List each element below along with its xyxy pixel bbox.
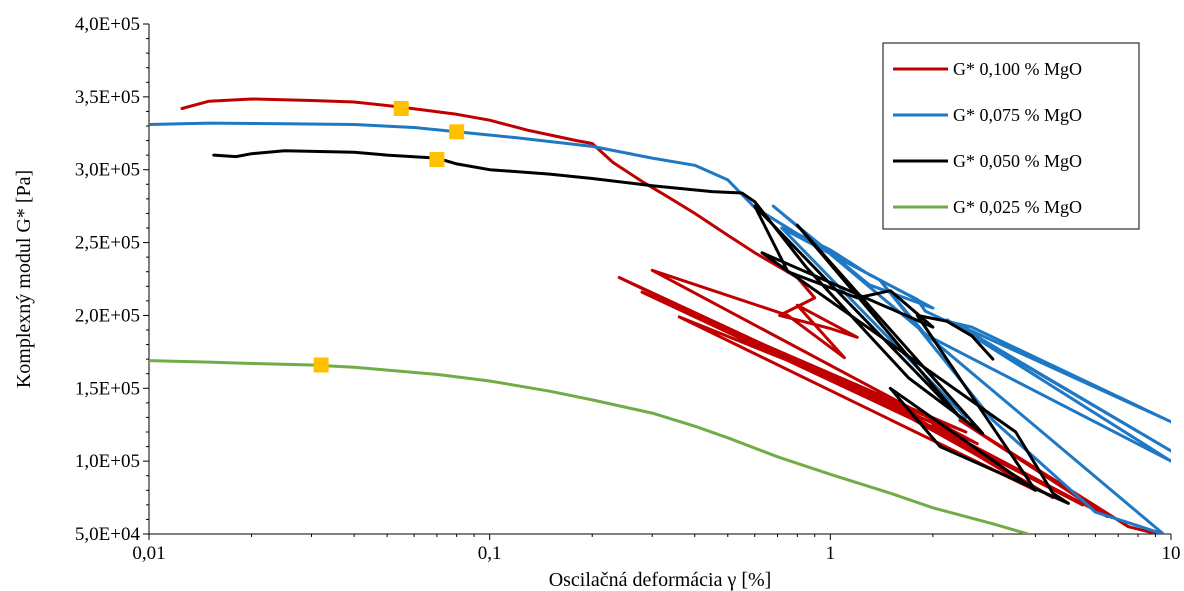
legend-label: G* 0,025 % MgO [953,197,1082,217]
y-axis-title: Komplexný modul G* [Pa] [13,170,35,388]
marker-square [313,357,329,373]
x-tick-label: 0,01 [132,543,165,564]
series-line-2 [149,121,1171,534]
legend-label: G* 0,050 % MgO [953,151,1082,171]
x-axis-title: Oscilačná deformácia γ [%] [549,569,772,591]
tick-labels: 5,0E+04 1,0E+05 1,5E+05 2,0E+05 2,5E+05 3,0E+… [75,14,1181,564]
x-tick-label: 1 [826,543,836,564]
y-tick-label: 2,0E+05 [75,305,140,326]
y-tick-label: 5,0E+04 [75,524,141,545]
series-line-3 [212,149,1070,505]
axes [143,23,1172,540]
legend-label: G* 0,100 % MgO [953,59,1082,79]
y-tick-label: 3,0E+05 [75,160,140,181]
legend-label: G* 0,075 % MgO [953,105,1082,125]
series-line-4 [149,359,1030,534]
y-tick-label: 2,5E+05 [75,233,140,254]
marker-square [449,124,465,140]
marker-square [429,152,445,168]
x-tick-label: 0,1 [478,543,502,564]
legend-items: G* 0,100 % MgO G* 0,075 % MgO G* 0,050 % M… [893,59,1082,217]
legend-box [882,42,1140,230]
legend: G* 0,100 % MgO G* 0,075 % MgO G* 0,050 % M… [882,42,1140,230]
y-tick-label: 1,0E+05 [75,451,140,472]
series-layer [149,97,1171,534]
y-tick-label: 4,0E+05 [75,14,140,35]
y-tick-label: 3,5E+05 [75,87,140,108]
x-tick-label: 10 [1162,543,1181,564]
marker-square [393,101,409,117]
marker-layer [313,101,465,373]
y-tick-label: 1,5E+05 [75,378,140,399]
